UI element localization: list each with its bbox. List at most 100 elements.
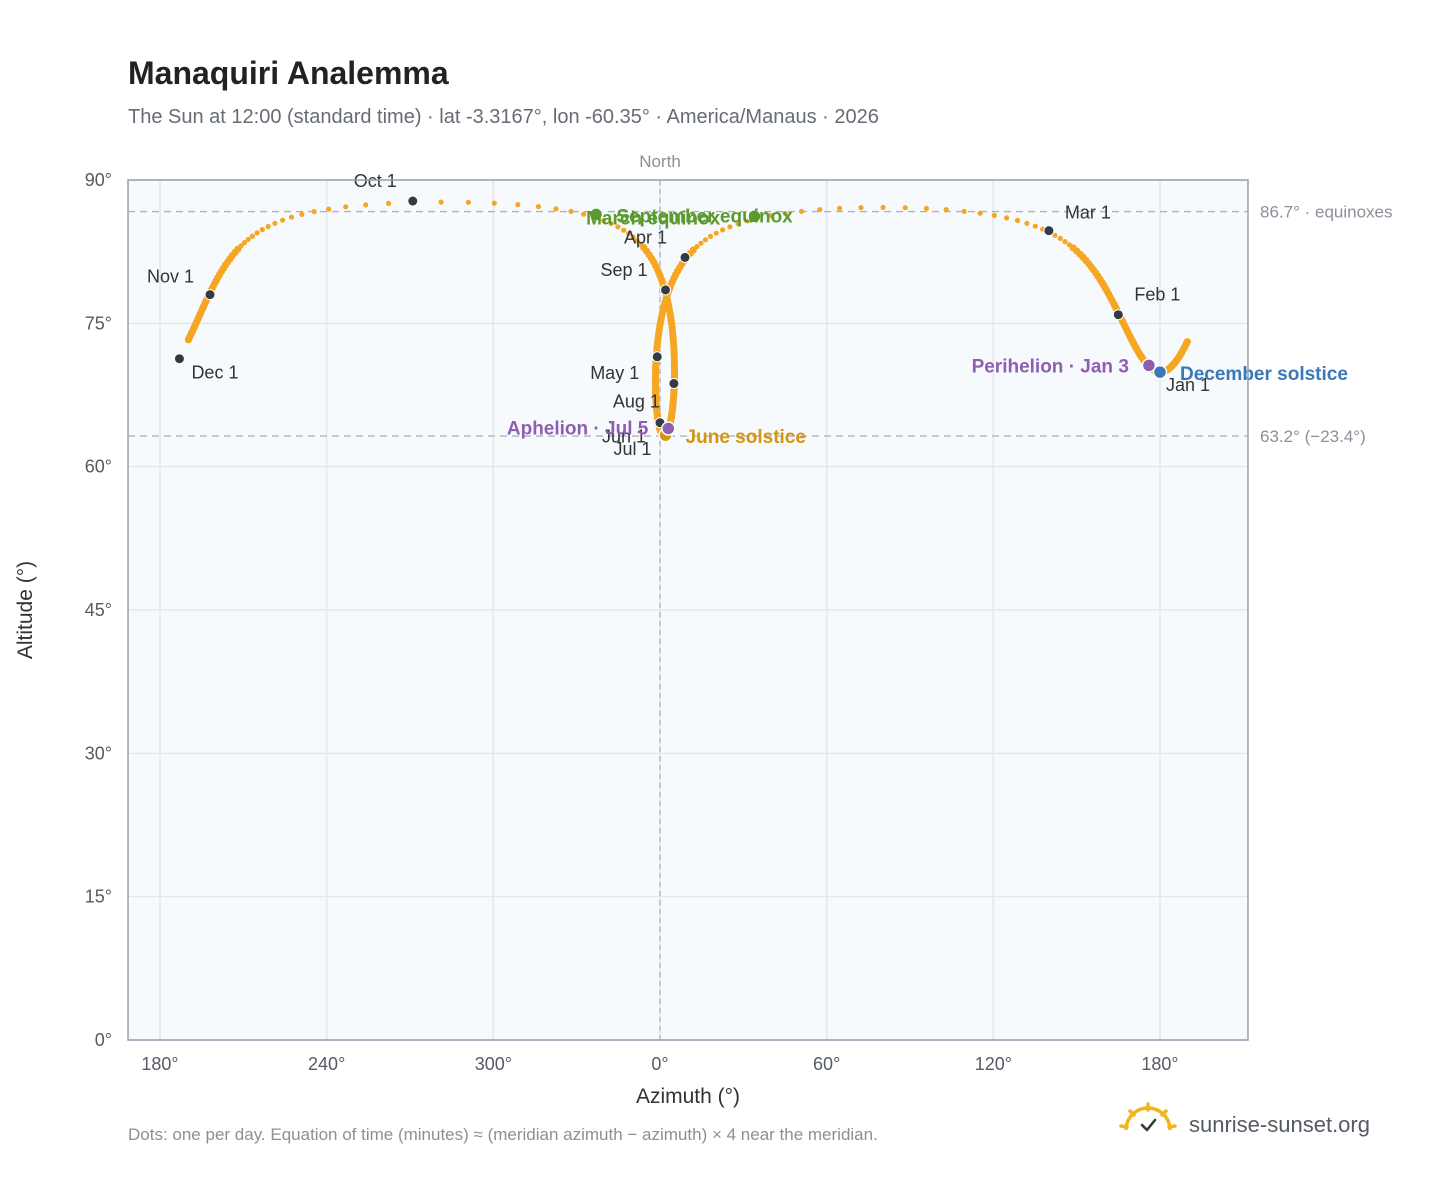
reference-line-label: 63.2° (−23.4°) (1260, 427, 1366, 446)
daily-sun-position (713, 230, 719, 236)
chart-title: Manaquiri Analemma (128, 55, 449, 91)
daily-sun-position (634, 238, 640, 244)
daily-sun-position (272, 220, 278, 226)
daily-sun-position (386, 200, 392, 206)
daily-sun-position (241, 240, 248, 246)
daily-sun-position (265, 223, 271, 230)
sun-logo-icon (1119, 1102, 1177, 1132)
month-marker (204, 289, 216, 301)
month-marker (407, 195, 419, 207)
y-tick-label: 60° (85, 457, 112, 477)
daily-sun-position (581, 211, 587, 217)
daily-sun-position (491, 200, 497, 206)
brand-logo[interactable]: sunrise-sunset.org (1119, 1102, 1370, 1137)
daily-sun-position (1062, 239, 1068, 245)
y-tick-label: 75° (85, 313, 112, 333)
x-tick-label: 300° (475, 1054, 512, 1074)
event-marker (1141, 358, 1157, 373)
daily-sun-position (553, 206, 559, 212)
daily-sun-position (630, 234, 636, 240)
y-axis-label: Altitude (°) (14, 561, 37, 659)
x-tick-label: 180° (141, 1054, 178, 1074)
month-marker-label: Dec 1 (191, 363, 238, 383)
x-axis-label: Azimuth (°) (636, 1085, 740, 1108)
daily-sun-position (1066, 242, 1072, 248)
y-tick-label: 0° (95, 1030, 112, 1050)
daily-sun-position (817, 207, 823, 213)
daily-sun-position (1024, 220, 1030, 226)
x-axis-ticks: 180° 240° 300° 0° 60° 120° 180° (141, 1054, 1178, 1074)
daily-sun-position (638, 241, 644, 247)
daily-sun-position (254, 230, 260, 236)
month-marker-label: Mar 1 (1065, 203, 1111, 223)
month-marker (1112, 309, 1124, 321)
event-marker (1152, 364, 1168, 380)
daily-sun-position (798, 208, 805, 214)
daily-sun-position (438, 199, 444, 205)
daily-sun-position (363, 202, 369, 208)
y-tick-label: 45° (85, 600, 112, 620)
daily-sun-position (735, 221, 741, 227)
y-tick-label: 30° (85, 743, 112, 763)
reference-line-label: 86.7° · equinoxes (1260, 203, 1393, 222)
daily-sun-position (299, 211, 305, 217)
daily-sun-position (1052, 232, 1058, 238)
event-marker (588, 207, 604, 222)
x-tick-label: 0° (651, 1054, 668, 1074)
daily-sun-position (923, 205, 930, 211)
daily-sun-position (280, 217, 286, 223)
x-tick-label: 60° (813, 1054, 840, 1074)
event-marker-label: December solstice (1180, 364, 1348, 385)
x-tick-label: 120° (975, 1054, 1012, 1074)
x-tick-label: 240° (308, 1054, 345, 1074)
month-marker-label: Nov 1 (147, 267, 194, 287)
month-marker (660, 284, 672, 296)
daily-sun-position (943, 207, 949, 213)
daily-sun-position (311, 209, 317, 215)
brand-name: sunrise-sunset.org (1189, 1112, 1370, 1137)
daily-sun-position (1032, 223, 1038, 229)
daily-sun-position (600, 217, 607, 223)
month-marker (679, 251, 691, 263)
daily-sun-position (288, 214, 295, 220)
month-marker (1043, 225, 1055, 237)
month-marker-label: Oct 1 (354, 171, 397, 191)
daily-sun-position (249, 233, 255, 239)
chart-subtitle: The Sun at 12:00 (standard time) · lat -… (128, 106, 879, 128)
daily-sun-position (608, 220, 614, 227)
daily-sun-position (1057, 235, 1063, 241)
y-axis-ticks: 0° 15° 30° 45° 60° 75° 90° (85, 170, 112, 1050)
daily-sun-position (727, 224, 733, 230)
daily-sun-position (961, 208, 967, 214)
daily-sun-position (626, 231, 632, 237)
month-marker (668, 378, 680, 390)
daily-sun-position (702, 237, 709, 243)
daily-sun-position (720, 227, 726, 233)
month-marker-label: Jan 1 (1166, 375, 1210, 395)
daily-sun-position (535, 204, 542, 210)
month-marker-label: May 1 (590, 363, 639, 383)
month-marker-label: Apr 1 (624, 227, 667, 247)
month-marker-label: Jul 1 (614, 439, 652, 459)
y-tick-label: 90° (85, 170, 112, 190)
event-marker-label: March equinox (586, 208, 721, 229)
daily-sun-position (245, 236, 251, 242)
daily-sun-position (259, 227, 265, 233)
daily-sun-position (1014, 217, 1021, 224)
daily-sun-position (326, 206, 332, 212)
event-marker-label: September equinox (616, 206, 793, 227)
daily-sun-position (977, 210, 983, 216)
event-marker (747, 209, 762, 224)
daily-sun-position (615, 224, 621, 230)
event-marker (661, 421, 676, 436)
daily-sun-position (465, 199, 471, 205)
daily-sun-position (782, 210, 788, 216)
daily-sun-position (768, 213, 774, 219)
event-marker-label: June solstice (686, 427, 806, 448)
daily-sun-position (837, 205, 843, 211)
daily-sun-position (698, 240, 704, 246)
north-label: North (639, 152, 681, 171)
